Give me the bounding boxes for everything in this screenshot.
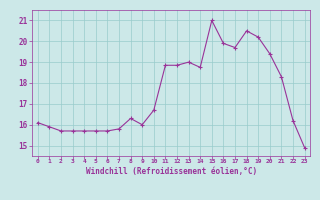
X-axis label: Windchill (Refroidissement éolien,°C): Windchill (Refroidissement éolien,°C) — [86, 167, 257, 176]
